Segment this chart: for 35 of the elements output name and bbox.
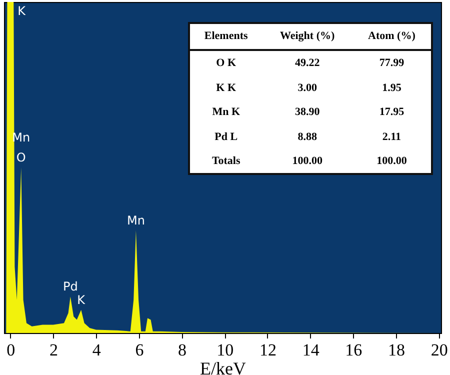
text: 38.90: [294, 106, 320, 118]
x-tick-label: 18: [388, 340, 406, 360]
annotation: K: [77, 292, 86, 307]
x-tick-label: 10: [216, 340, 234, 360]
annotation: Mn: [126, 213, 145, 228]
text: 17.95: [379, 106, 404, 118]
x-tick-label: 16: [345, 340, 362, 360]
category-label: Totals: [212, 154, 240, 167]
category-label: K K: [216, 82, 236, 94]
category-label: Pd L: [214, 130, 238, 143]
text: 1.95: [382, 82, 402, 94]
x-axis-title: E/keV: [200, 358, 246, 375]
text: 77.99: [379, 57, 404, 70]
x-tick-label: 6: [135, 340, 144, 360]
annotation: K: [18, 4, 27, 18]
x-tick-label: 20: [430, 340, 448, 360]
text: 100.00: [376, 154, 407, 167]
category-label: O K: [216, 57, 236, 70]
text: 100.00: [292, 154, 322, 167]
text: 3.00: [298, 82, 317, 94]
category-label: Atom (%): [352, 24, 431, 50]
x-tick-label: 12: [259, 340, 276, 360]
text: 8.88: [298, 130, 317, 143]
x-tick-label: 0: [6, 340, 16, 360]
x-tick-label: 8: [178, 340, 187, 360]
x-tick-label: 14: [302, 340, 320, 360]
category-label: Weight (%): [262, 24, 352, 50]
text: Elements: [190, 24, 262, 50]
x-tick-label: 2: [50, 340, 58, 360]
text: 2.11: [382, 130, 402, 143]
annotation: Pd: [62, 280, 78, 294]
category-label: Mn K: [212, 106, 240, 118]
x-tick-label: 4: [92, 340, 102, 360]
annotation: O: [16, 150, 26, 164]
text: 49.22: [294, 57, 320, 70]
